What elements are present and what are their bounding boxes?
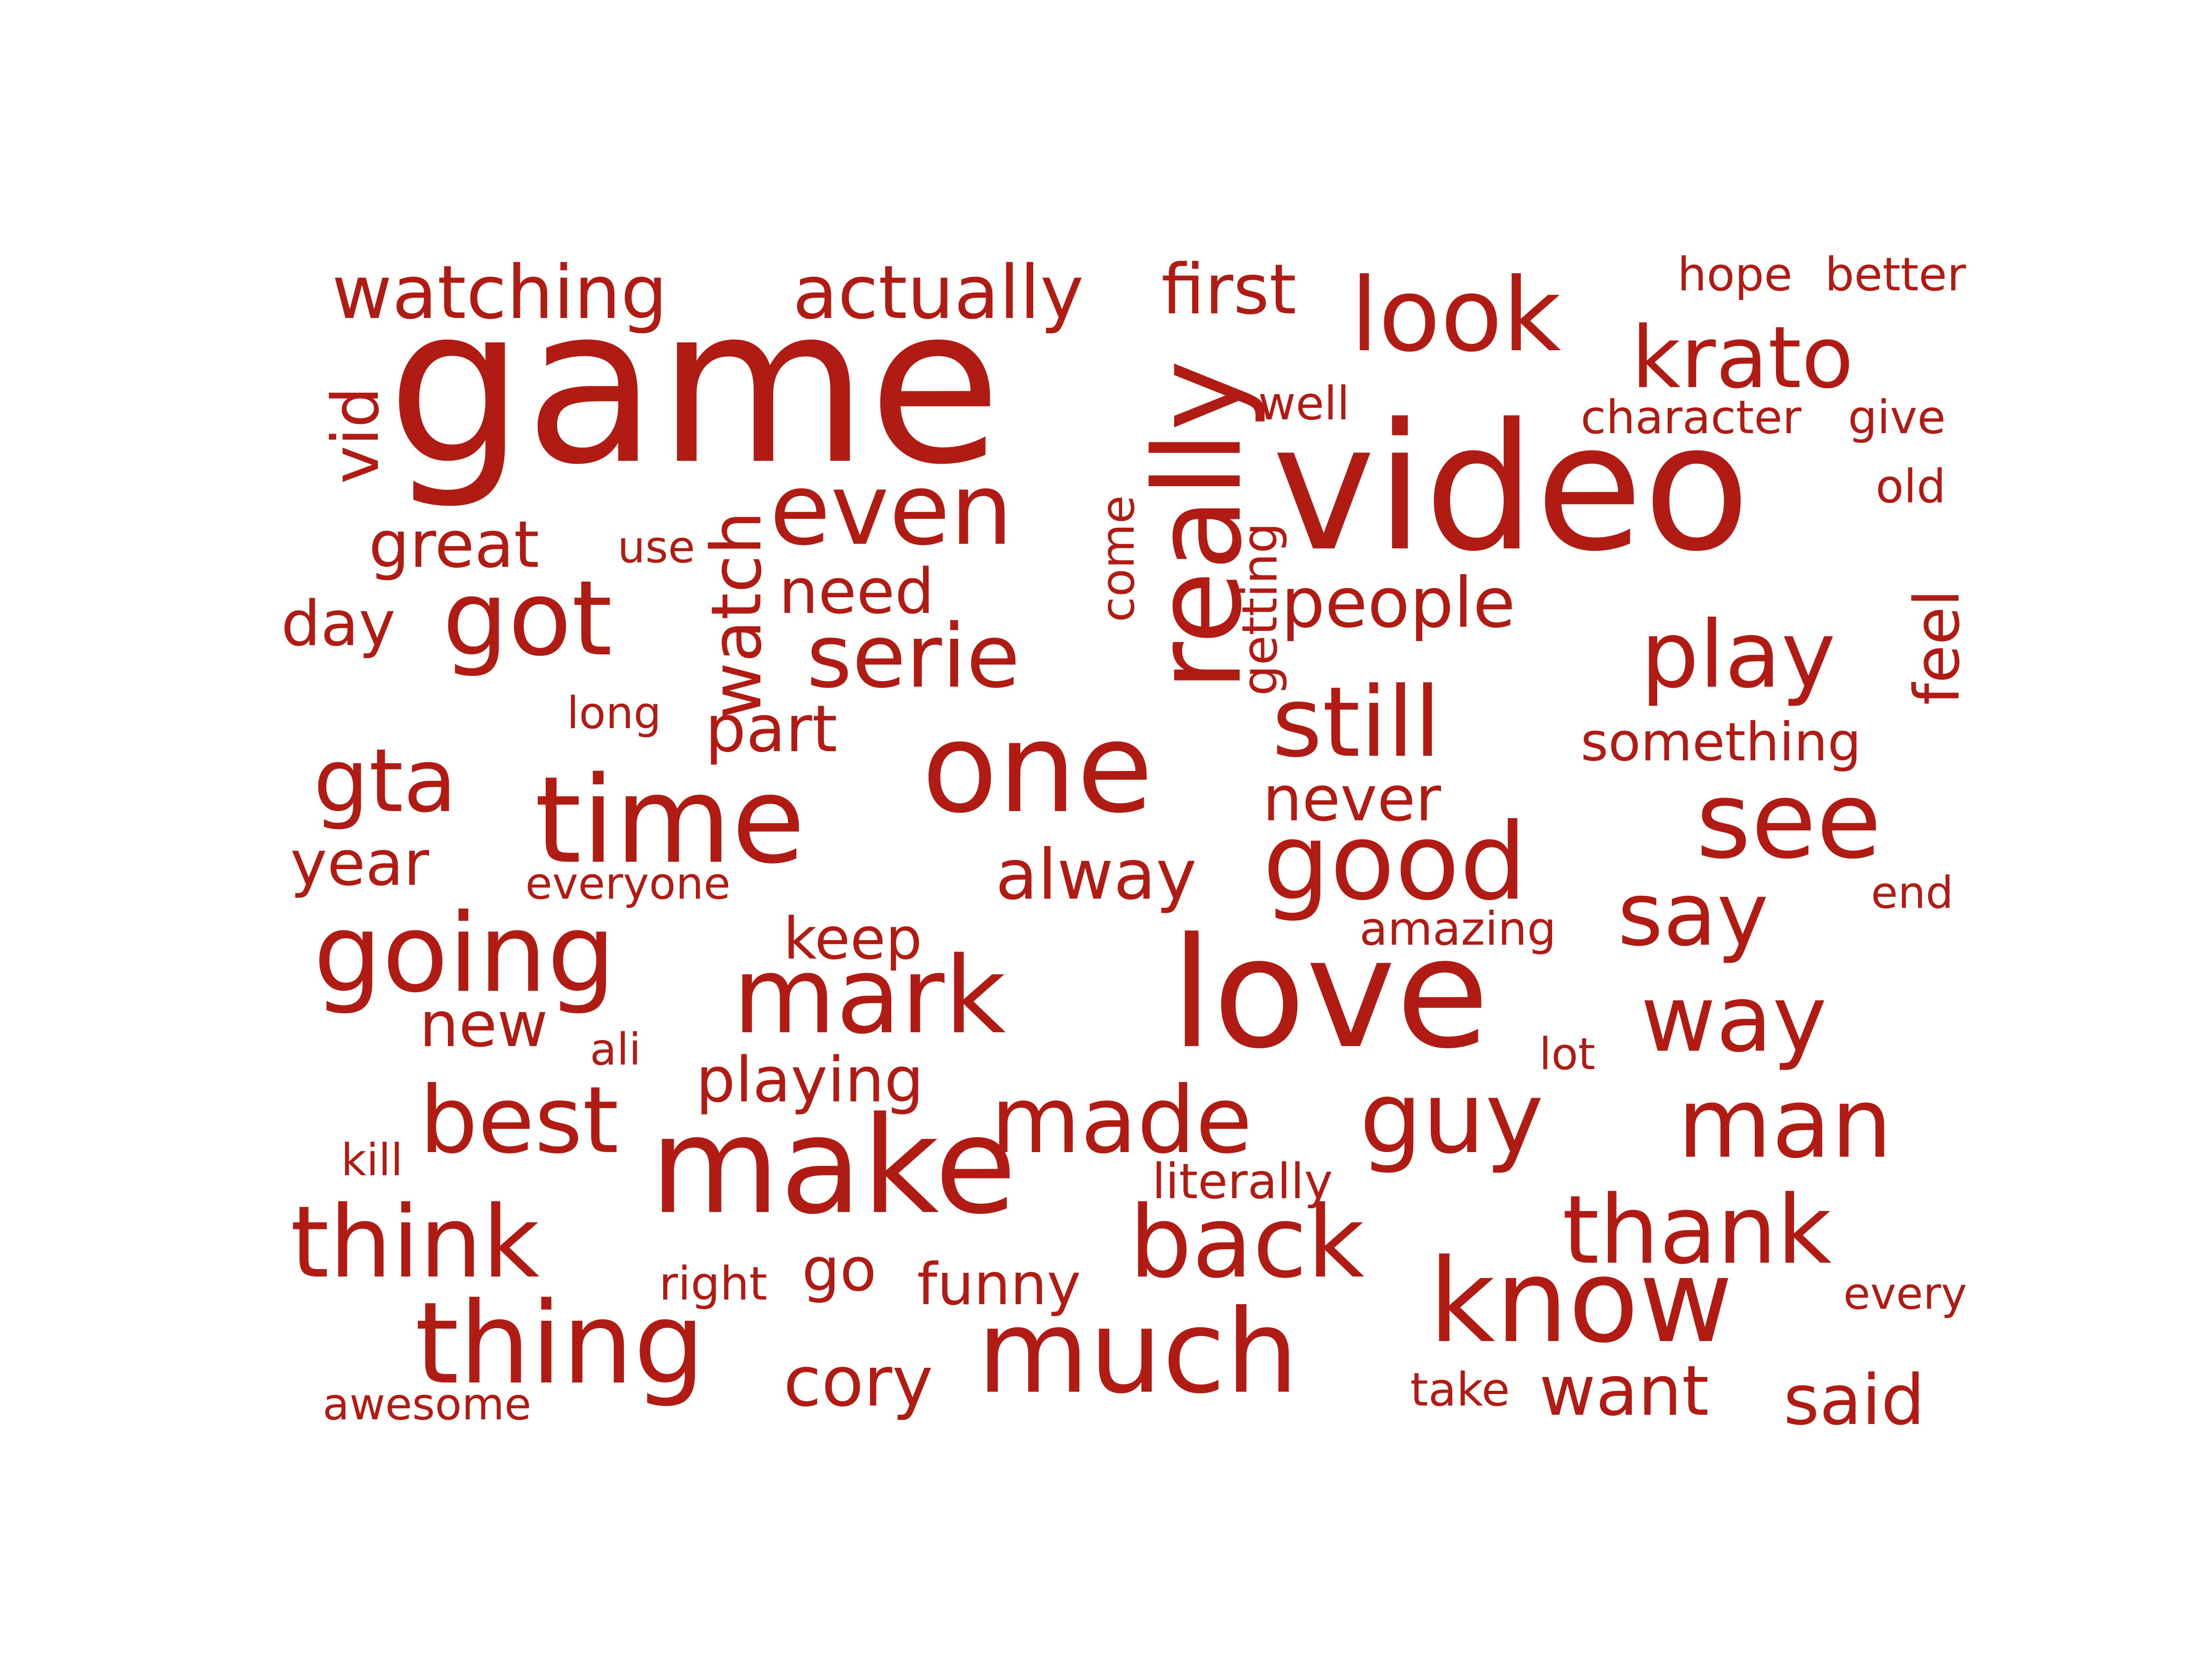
word-keep: keep (783, 906, 922, 972)
word-amazing: amazing (1359, 902, 1556, 956)
word-make: make (650, 1088, 1017, 1244)
word-character: character (1581, 390, 1802, 444)
word-even: even (770, 452, 1013, 567)
word-well: well (1258, 377, 1350, 430)
word-awesome: awesome (323, 1379, 531, 1430)
word-made: made (991, 1067, 1252, 1174)
word-way: way (1641, 965, 1827, 1073)
word-time: time (535, 751, 805, 890)
word-thank: thank (1562, 1176, 1832, 1285)
word-one: one (922, 695, 1153, 841)
word-everyone: everyone (525, 859, 730, 909)
word-kill: kill (341, 1135, 403, 1186)
word-cory: cory (783, 1342, 933, 1422)
word-come: come (1091, 495, 1145, 622)
word-give: give (1848, 390, 1946, 444)
word-game: game (387, 260, 1001, 512)
word-say: say (1618, 864, 1769, 965)
word-guy: guy (1359, 1060, 1544, 1176)
word-watching: watching (332, 249, 667, 335)
word-funny: funny (917, 1251, 1081, 1318)
word-hope: hope (1677, 247, 1793, 301)
word-love: love (1171, 905, 1489, 1082)
word-ali: ali (590, 1024, 641, 1075)
word-going: going (313, 891, 616, 1017)
word-back: back (1129, 1184, 1365, 1300)
word-gta: gta (313, 730, 457, 832)
word-people: people (1281, 563, 1515, 643)
word-day: day (281, 588, 395, 660)
word-video: video (1272, 386, 1750, 590)
word-know: know (1429, 1234, 1733, 1368)
word-every: every (1843, 1269, 1967, 1319)
word-alway: alway (995, 835, 1197, 915)
word-great: great (369, 507, 539, 582)
word-good: good (1263, 801, 1527, 924)
word-best: best (419, 1067, 619, 1174)
word-feel: feel (1901, 589, 1973, 705)
word-right: right (659, 1257, 767, 1311)
word-really: really (1129, 360, 1268, 691)
word-end: end (1871, 868, 1953, 918)
word-still: still (1272, 666, 1441, 779)
word-mark: mark (733, 935, 1006, 1058)
word-getting: getting (1232, 523, 1288, 696)
word-something: something (1581, 712, 1861, 773)
word-see: see (1696, 759, 1882, 882)
word-first: first (1161, 250, 1296, 330)
word-lot: lot (1539, 1029, 1595, 1080)
word-watch: watch (697, 511, 777, 719)
word-play: play (1641, 601, 1835, 709)
word-new: new (419, 988, 548, 1061)
word-krato: krato (1631, 308, 1853, 407)
word-think: think (290, 1184, 540, 1300)
word-go: go (802, 1235, 877, 1305)
word-never: never (1263, 763, 1441, 835)
word-year: year (290, 827, 429, 900)
word-need: need (779, 555, 934, 628)
word-look: look (1350, 256, 1561, 374)
word-thing: thing (415, 1278, 705, 1409)
word-old: old (1876, 459, 1946, 513)
word-use: use (618, 522, 695, 573)
word-vid: vid (318, 387, 394, 484)
word-take: take (1410, 1363, 1510, 1417)
word-literally: literally (1152, 1153, 1333, 1210)
word-got: got (442, 559, 612, 679)
word-better: better (1825, 247, 1966, 301)
word-said: said (1783, 1360, 1925, 1441)
word-man: man (1677, 1067, 1892, 1180)
word-part: part (705, 692, 837, 767)
word-want: want (1539, 1351, 1709, 1431)
word-actually: actually (793, 249, 1084, 335)
word-playing: playing (696, 1044, 924, 1116)
word-serie: serie (806, 606, 1020, 707)
word-much: much (977, 1285, 1299, 1419)
word-long: long (567, 688, 661, 739)
